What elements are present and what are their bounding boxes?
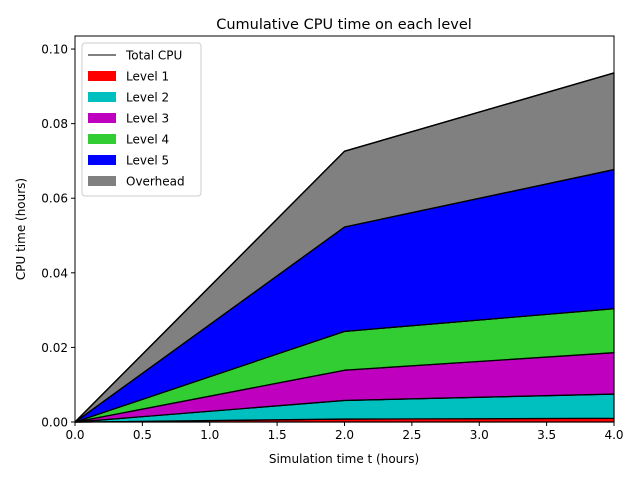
x-tick-label: 0.5 [133, 428, 152, 442]
y-tick-label: 0.00 [41, 416, 68, 430]
legend: Total CPU Level 1 Level 2 Level 3 Level 4 Lev… [81, 42, 202, 197]
chart-title: Cumulative CPU time on each level [216, 17, 472, 33]
y-axis-label: CPU time (hours) [14, 178, 28, 280]
x-tick-label: 2.5 [402, 428, 421, 442]
x-axis-label: Simulation time t (hours) [269, 452, 419, 466]
legend-patch-swatch [88, 71, 116, 81]
x-tick-label: 1.5 [268, 428, 287, 442]
total-cpu-line [74, 72, 615, 423]
x-tick-label: 4.0 [604, 428, 623, 442]
legend-entry-label: Level 2 [126, 91, 169, 105]
y-tick-label: 0.06 [41, 192, 68, 206]
legend-entry-label: Total CPU [125, 49, 182, 63]
y-tick-label: 0.02 [41, 341, 68, 355]
legend-entry-label: Level 1 [126, 70, 169, 84]
legend-entry-label: Level 3 [126, 112, 169, 126]
x-tick-label: 3.0 [470, 428, 489, 442]
legend-patch-swatch [88, 113, 116, 123]
legend-patch-swatch [88, 134, 116, 144]
legend-patch-swatch [88, 155, 116, 165]
legend-patch-swatch [88, 176, 116, 186]
y-tick-label: 0.10 [41, 43, 68, 57]
y-tick-label: 0.04 [41, 266, 68, 280]
x-tick-label: 0.0 [65, 428, 84, 442]
legend-entry-label: Overhead [126, 175, 185, 189]
x-tick-label: 1.0 [200, 428, 219, 442]
total-cpu-line-group [74, 72, 615, 423]
y-axis-ticks: 0.00 0.02 0.04 0.06 0.08 0.10 [41, 43, 75, 430]
legend-patch-swatch [88, 92, 116, 102]
legend-entry-label: Level 4 [126, 133, 169, 147]
legend-entry-label: Level 5 [126, 154, 169, 168]
x-tick-label: 2.0 [335, 428, 354, 442]
y-tick-label: 0.08 [41, 117, 68, 131]
x-axis-ticks: 0.0 0.5 1.0 1.5 2.0 2.5 3.0 3.5 4.0 [65, 422, 624, 442]
x-tick-label: 3.5 [537, 428, 556, 442]
